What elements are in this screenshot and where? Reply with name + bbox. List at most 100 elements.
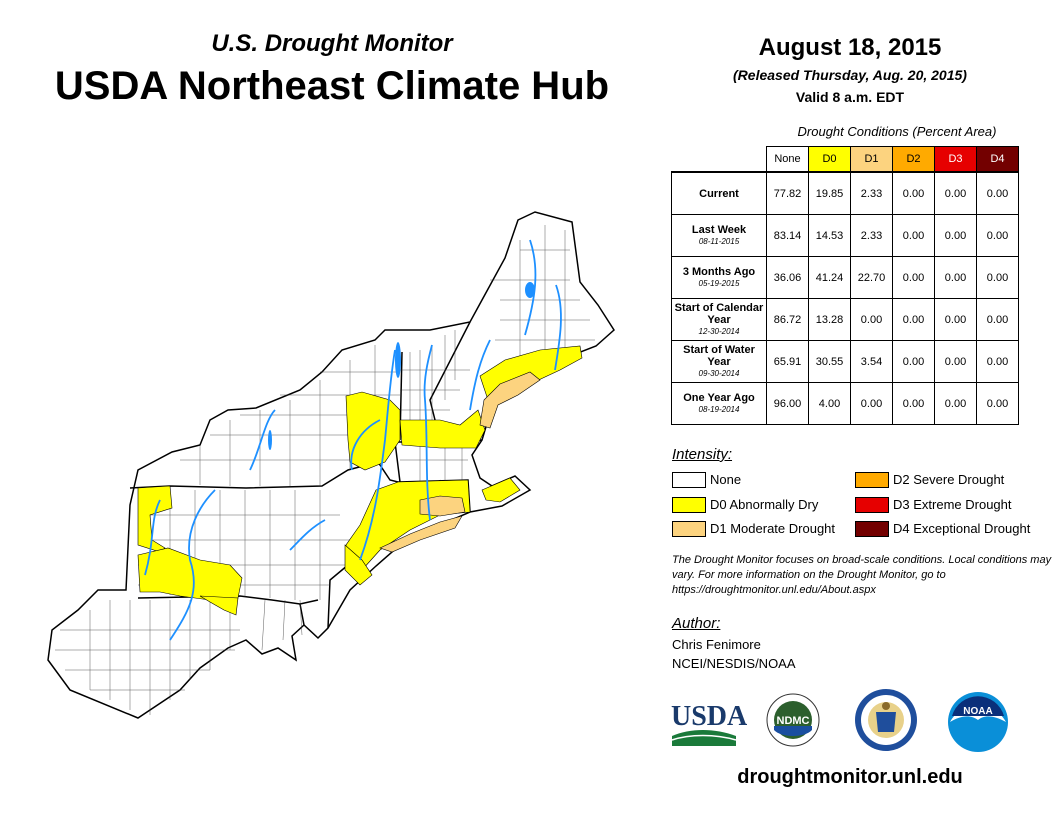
cell-d0: 41.24 <box>808 256 851 299</box>
legend-label: D1 Moderate Drought <box>710 521 836 536</box>
legend-title: Intensity: <box>672 446 733 463</box>
river-8 <box>554 284 562 371</box>
table-row: 3 Months Ago 05-19-2015 36.06 41.24 22.70 0.0… <box>671 256 1019 299</box>
row-label-text: Current <box>699 187 739 200</box>
cell-d1: 0.00 <box>850 298 893 341</box>
cell-d2: 0.00 <box>892 214 935 257</box>
row-label-text: 3 Months Ago <box>682 265 756 278</box>
legend-swatch <box>672 521 706 537</box>
cell-d0: 14.53 <box>808 214 851 257</box>
cell-d3: 0.00 <box>934 340 977 383</box>
row-label: Start of Water Year 09-30-2014 <box>671 340 767 383</box>
river-3 <box>350 419 381 471</box>
cell-d2: 0.00 <box>892 256 935 299</box>
table-caption: Drought Conditions (Percent Area) <box>797 124 997 139</box>
river-5 <box>423 344 433 521</box>
d1-maine-coast <box>479 371 541 429</box>
legend-label: D0 Abnormally Dry <box>710 497 819 512</box>
cell-none: 86.72 <box>766 298 809 341</box>
lake-champlain <box>395 342 401 378</box>
row-date: 08-11-2015 <box>698 236 740 246</box>
row-label-text: One Year Ago <box>683 391 755 404</box>
column-header-d4: D4 <box>976 146 1019 173</box>
legend-swatch <box>855 497 889 513</box>
cell-none: 83.14 <box>766 214 809 257</box>
row-label-text: Start of Water Year <box>683 343 755 368</box>
ndmc-logo: NDMC <box>766 693 820 747</box>
drought-monitor-note: The Drought Monitor focuses on broad-sca… <box>672 554 1052 596</box>
d1-ct-ri <box>419 495 466 517</box>
cell-d4: 0.00 <box>976 340 1019 383</box>
usda-logo-text: USDA <box>671 701 748 732</box>
author-title: Author: <box>672 615 721 632</box>
cell-none: 77.82 <box>766 171 809 215</box>
valid-time: Valid 8 a.m. EDT <box>795 89 905 105</box>
map-title: USDA Northeast Climate Hub <box>54 64 610 108</box>
column-header-d2: D2 <box>892 146 935 173</box>
footer-url[interactable]: droughtmonitor.unl.edu <box>737 766 963 788</box>
cell-d1: 2.33 <box>850 214 893 257</box>
row-date: 05-19-2015 <box>698 278 740 288</box>
column-header-d0: D0 <box>808 146 851 173</box>
usda-logo: USDA <box>671 701 748 746</box>
cell-d3: 0.00 <box>934 214 977 257</box>
river-10 <box>289 519 326 551</box>
cell-d1: 22.70 <box>850 256 893 299</box>
commerce-seal <box>855 689 917 751</box>
author-name: Chris Fenimore <box>672 637 761 652</box>
cell-none: 65.91 <box>766 340 809 383</box>
cell-d4: 0.00 <box>976 171 1019 215</box>
cell-d4: 0.00 <box>976 214 1019 257</box>
d1-long-island <box>379 515 463 553</box>
river-9 <box>249 409 276 471</box>
river-1 <box>144 499 161 576</box>
row-label: Current <box>671 171 767 215</box>
row-date: 08-19-2014 <box>698 404 740 414</box>
legend-label: D3 Extreme Drought <box>893 497 1012 512</box>
column-header-d1: D1 <box>850 146 893 173</box>
river-4 <box>359 349 396 561</box>
column-header-none: None <box>766 146 809 173</box>
river-7 <box>524 239 537 336</box>
table-header-row: None D0 D1 D2 D3 D4 <box>672 146 1019 173</box>
author-org: NCEI/NESDIS/NOAA <box>672 656 796 671</box>
table-row: Last Week 08-11-2015 83.14 14.53 2.33 0.00 0.0… <box>671 214 1019 257</box>
row-label: One Year Ago 08-19-2014 <box>671 382 767 425</box>
row-label: 3 Months Ago 05-19-2015 <box>671 256 767 299</box>
map-subtitle: U.S. Drought Monitor <box>211 30 453 57</box>
table-row: One Year Ago 08-19-2014 96.00 4.00 0.00 0.00 0… <box>671 382 1019 425</box>
legend-label: D4 Exceptional Drought <box>893 521 1031 536</box>
county-boundaries <box>55 225 595 715</box>
d0-md-panhandle <box>199 595 239 616</box>
ndmc-logo-text: NDMC <box>777 715 810 727</box>
cell-d4: 0.00 <box>976 256 1019 299</box>
legend-swatch <box>855 472 889 488</box>
rivers <box>144 239 562 641</box>
row-label: Start of Calendar Year 12-30-2014 <box>671 298 767 341</box>
drought-conditions-table: None D0 D1 D2 D3 D4 Current 77.82 19.85 2.33 0.00… <box>671 146 1019 425</box>
river-2 <box>169 489 216 641</box>
cell-d1: 3.54 <box>850 340 893 383</box>
river-6 <box>469 339 491 411</box>
d0-east-ny-vt <box>399 409 486 449</box>
row-date: 12-30-2014 <box>698 326 740 336</box>
legend-label: D2 Severe Drought <box>893 472 1005 487</box>
cell-d0: 4.00 <box>808 382 851 425</box>
noaa-logo-text: NOAA <box>963 706 992 717</box>
cell-d1: 2.33 <box>850 171 893 215</box>
cell-d2: 0.00 <box>892 382 935 425</box>
cell-d4: 0.00 <box>976 298 1019 341</box>
legend-swatch <box>672 472 706 488</box>
table-row: Start of Calendar Year 12-30-2014 86.72 13.… <box>671 298 1019 341</box>
cell-d3: 0.00 <box>934 256 977 299</box>
table-row: Start of Water Year 09-30-2014 65.91 30.55 3… <box>671 340 1019 383</box>
row-date: 09-30-2014 <box>698 368 740 378</box>
cell-d1: 0.00 <box>850 382 893 425</box>
cell-d3: 0.00 <box>934 298 977 341</box>
row-label-text: Last Week <box>691 223 747 236</box>
table-row: Current 77.82 19.85 2.33 0.00 0.00 0.00 <box>671 171 1019 215</box>
cell-none: 96.00 <box>766 382 809 425</box>
cell-none: 36.06 <box>766 256 809 299</box>
cell-d2: 0.00 <box>892 171 935 215</box>
d0-nj <box>344 544 373 586</box>
